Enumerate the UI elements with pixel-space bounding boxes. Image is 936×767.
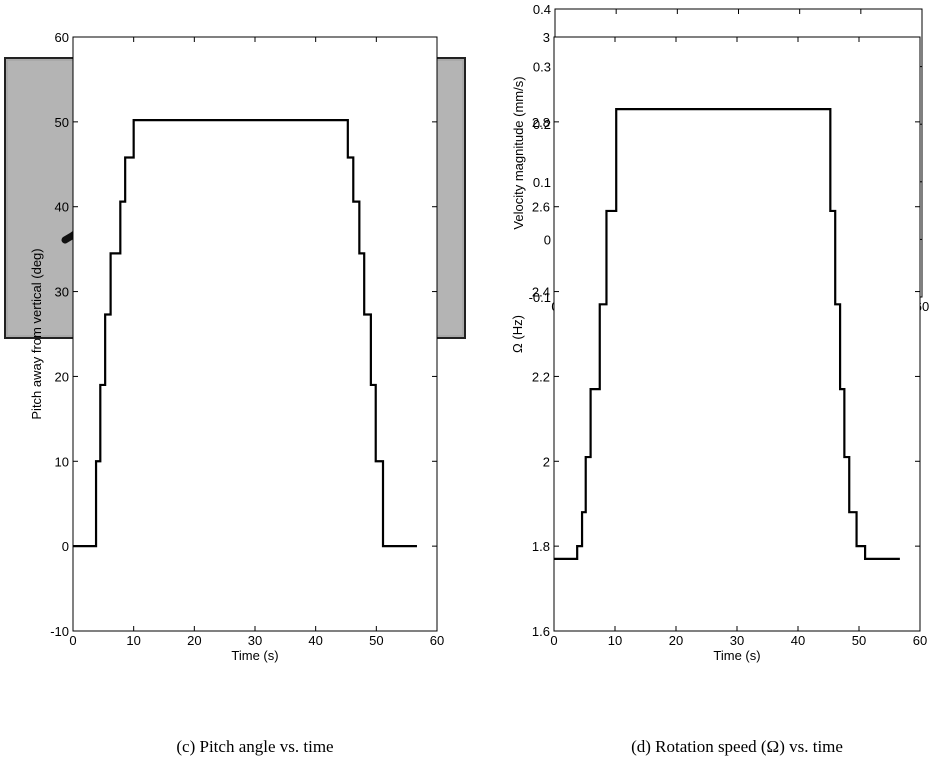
x-tick-label: 60 bbox=[430, 633, 444, 648]
y-tick-label: 0.4 bbox=[533, 2, 551, 17]
x-tick-label: 50 bbox=[852, 633, 866, 648]
y-tick-label: 50 bbox=[55, 115, 69, 130]
x-tick-label: 0 bbox=[550, 633, 557, 648]
y-tick-label: 3 bbox=[543, 30, 550, 45]
x-tick-label: 10 bbox=[608, 633, 622, 648]
y-tick-label: 10 bbox=[55, 454, 69, 469]
y-tick-label: 0.3 bbox=[533, 60, 551, 75]
x-tick-label: 10 bbox=[126, 633, 140, 648]
x-tick-label: 40 bbox=[791, 633, 805, 648]
y-tick-label: 2 bbox=[543, 454, 550, 469]
x-tick-label: 40 bbox=[308, 633, 322, 648]
y-tick-label: 2.2 bbox=[532, 369, 550, 384]
y-tick-label: 2.8 bbox=[532, 115, 550, 130]
x-tick-label: 60 bbox=[913, 633, 927, 648]
x-axis-label: Time (s) bbox=[713, 648, 760, 663]
y-tick-label: 0.1 bbox=[533, 175, 551, 190]
y-tick-label: 0.2 bbox=[533, 117, 551, 132]
x-tick-label: 30 bbox=[248, 633, 262, 648]
x-axis-label: Time (s) bbox=[231, 648, 278, 663]
x-tick-label: 20 bbox=[187, 633, 201, 648]
x-tick-label: 30 bbox=[730, 633, 744, 648]
y-tick-label: -0.1 bbox=[529, 290, 551, 305]
data-line bbox=[554, 108, 900, 560]
y-axis-label: Pitch away from vertical (deg) bbox=[29, 248, 44, 419]
data-line bbox=[73, 119, 417, 548]
y-tick-label: 20 bbox=[55, 369, 69, 384]
y-axis-label: Velocity magnitude (mm/s) bbox=[511, 76, 526, 229]
plot-frame bbox=[553, 36, 921, 632]
y-tick-label: 2.4 bbox=[532, 285, 550, 300]
y-tick-label: 0 bbox=[62, 539, 69, 554]
y-tick-label: 60 bbox=[55, 30, 69, 45]
caption: (d) Rotation speed (Ω) vs. time bbox=[631, 737, 843, 756]
y-tick-label: 2.6 bbox=[532, 200, 550, 215]
x-tick-label: 50 bbox=[369, 633, 383, 648]
y-tick-label: 40 bbox=[55, 200, 69, 215]
y-tick-label: -10 bbox=[50, 624, 69, 639]
y-tick-label: 1.6 bbox=[532, 624, 550, 639]
caption: (c) Pitch angle vs. time bbox=[176, 737, 333, 756]
y-tick-label: 1.8 bbox=[532, 539, 550, 554]
x-tick-label: 20 bbox=[669, 633, 683, 648]
y-axis-label: Ω (Hz) bbox=[510, 315, 525, 353]
x-tick-label: 0 bbox=[69, 633, 76, 648]
y-tick-label: 0 bbox=[544, 232, 551, 247]
y-tick-label: 30 bbox=[55, 285, 69, 300]
